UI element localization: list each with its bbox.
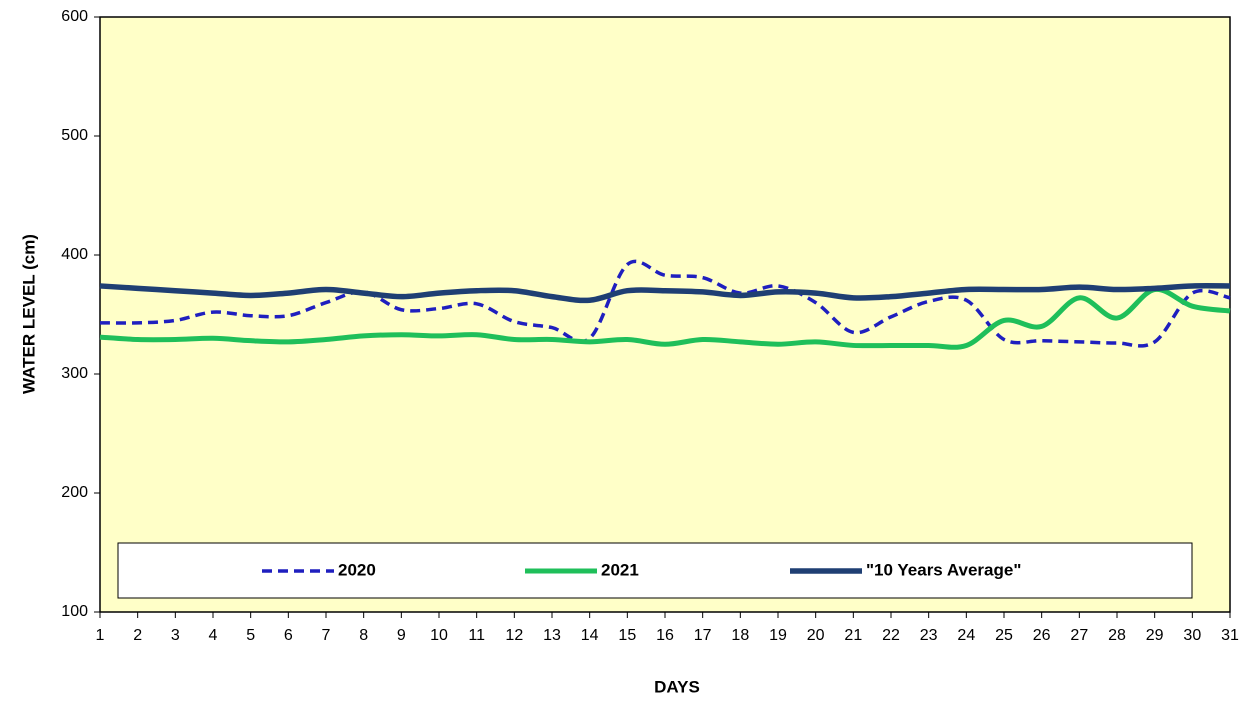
x-tick-label: 13 — [543, 627, 561, 644]
y-tick-label: 100 — [61, 603, 88, 620]
x-tick-label: 28 — [1108, 627, 1126, 644]
y-tick-label: 500 — [61, 127, 88, 144]
series-line — [99, 283, 1231, 304]
x-tick-label: 5 — [246, 627, 255, 644]
legend-label: 2020 — [338, 560, 376, 579]
x-tick-label: 18 — [731, 627, 749, 644]
x-tick-label: 11 — [468, 627, 485, 644]
x-tick-label: 25 — [995, 627, 1013, 644]
x-tick-label: 23 — [920, 627, 938, 644]
plot-area — [99, 16, 1231, 613]
x-tick-label: 20 — [807, 627, 825, 644]
y-tick-label: 200 — [61, 484, 88, 501]
x-tick-label: 27 — [1070, 627, 1088, 644]
x-tick-label: 29 — [1146, 627, 1164, 644]
legend-label: "10 Years Average" — [866, 560, 1021, 579]
x-tick-label: 16 — [656, 627, 674, 644]
y-tick-label: 300 — [61, 365, 88, 382]
y-tick-label: 600 — [61, 8, 88, 25]
legend-label: 2021 — [601, 560, 639, 579]
x-tick-label: 22 — [882, 627, 900, 644]
x-tick-label: 14 — [581, 627, 599, 644]
x-tick-label: 6 — [284, 627, 293, 644]
x-tick-label: 7 — [322, 627, 331, 644]
x-tick-label: 21 — [844, 627, 862, 644]
x-tick-label: 19 — [769, 627, 787, 644]
x-tick-label: 9 — [397, 627, 406, 644]
y-tick-label: 400 — [61, 246, 88, 263]
x-tick-label: 12 — [505, 627, 523, 644]
x-tick-label: 15 — [618, 627, 636, 644]
x-tick-label: 17 — [694, 627, 712, 644]
x-tick-label: 10 — [430, 627, 448, 644]
x-tick-label: 31 — [1221, 627, 1239, 644]
x-axis-label: DAYS — [654, 677, 700, 696]
x-tick-label: 1 — [96, 627, 105, 644]
series-line — [99, 259, 1231, 348]
x-tick-label: 3 — [171, 627, 180, 644]
x-tick-label: 30 — [1183, 627, 1201, 644]
x-tick-label: 24 — [957, 627, 975, 644]
x-tick-label: 8 — [359, 627, 368, 644]
x-tick-label: 2 — [133, 627, 142, 644]
y-axis-label: WATER LEVEL (cm) — [19, 234, 38, 394]
x-tick-label: 4 — [209, 627, 218, 644]
x-tick-label: 26 — [1033, 627, 1051, 644]
series-line — [99, 287, 1231, 350]
